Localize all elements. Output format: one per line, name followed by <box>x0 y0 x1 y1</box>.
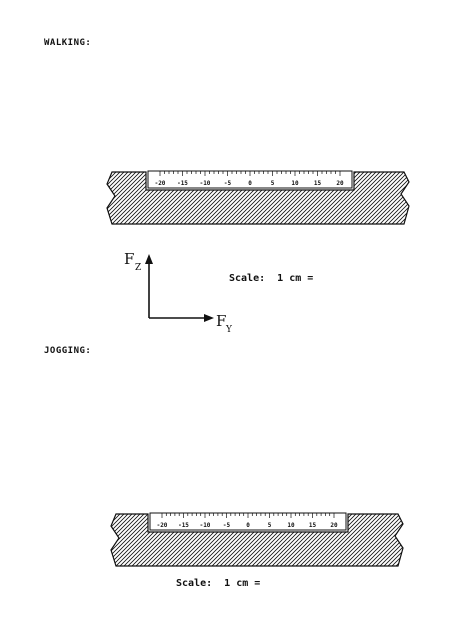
fy-axis-label: F <box>216 312 226 330</box>
ruler-tick-label: 15 <box>309 522 317 529</box>
walking-force-plate-panel: -20 -15 -10 -5 0 5 10 15 20 <box>106 170 410 225</box>
ruler-tick-label: -20 <box>157 522 168 529</box>
walking-section-label: WALKING: <box>44 38 92 48</box>
ruler-tick-label: 0 <box>246 522 250 529</box>
force-axes-diagram: F Z F Y <box>124 250 233 335</box>
ruler-tick-label: 20 <box>330 522 338 529</box>
hatched-ground-block <box>110 513 404 567</box>
jogging-section-label: JOGGING: <box>44 346 92 356</box>
ruler-tick-label: -20 <box>155 180 166 187</box>
ruler-tick-label: 20 <box>336 180 344 187</box>
fz-axis-label: F <box>124 250 134 268</box>
ruler-tick-label: -10 <box>200 180 211 187</box>
ruler-tick-label: -5 <box>224 180 232 187</box>
ruler-tick-label: -10 <box>200 522 211 529</box>
ruler-tick-label: -5 <box>223 522 231 529</box>
ruler-tick-label: -15 <box>177 180 188 187</box>
jogging-scale-label: Scale: 1 cm = <box>176 578 261 589</box>
hatched-ground-block <box>106 171 410 225</box>
ruler-tick-label: 10 <box>291 180 299 187</box>
ruler-tick-label: -15 <box>178 522 189 529</box>
jogging-force-plate-panel: -20 -15 -10 -5 0 5 10 15 20 <box>110 512 404 567</box>
fy-arrowhead-icon <box>204 314 214 322</box>
ruler-tick-label: 5 <box>268 522 272 529</box>
fz-arrowhead-icon <box>145 254 153 264</box>
ruler-tick-label: 10 <box>287 522 295 529</box>
ruler-tick-label: 0 <box>248 180 252 187</box>
fy-axis-subscript: Y <box>225 325 233 335</box>
ruler-tick-label: 5 <box>271 180 275 187</box>
walking-scale-label: Scale: 1 cm = <box>229 273 314 284</box>
ruler-tick-label: 15 <box>314 180 322 187</box>
fz-axis-subscript: Z <box>135 263 141 273</box>
